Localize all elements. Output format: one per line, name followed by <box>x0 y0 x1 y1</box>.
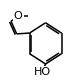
Text: HO: HO <box>33 67 51 77</box>
Text: O: O <box>14 11 22 21</box>
